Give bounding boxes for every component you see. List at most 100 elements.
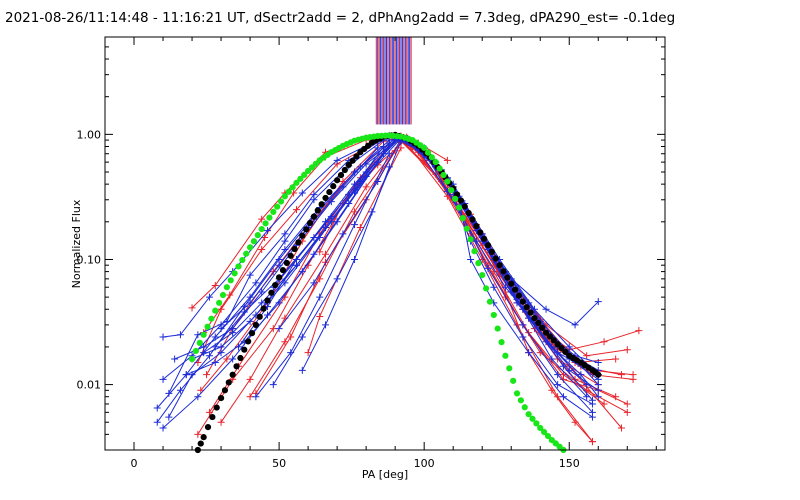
fit-dot bbox=[546, 333, 554, 340]
vertical-lines-layer bbox=[375, 37, 412, 125]
data-point-marker bbox=[322, 258, 330, 266]
fit-dot bbox=[227, 277, 234, 284]
series-line bbox=[238, 136, 402, 348]
fit-dot bbox=[237, 354, 244, 362]
fit-dot bbox=[496, 262, 503, 269]
fit-dot bbox=[461, 203, 468, 210]
data-point-marker bbox=[484, 264, 492, 272]
data-point-marker bbox=[159, 375, 167, 383]
fit-dot bbox=[341, 166, 348, 174]
fit-dot bbox=[275, 274, 283, 281]
data-point-marker bbox=[351, 180, 359, 188]
data-point-marker bbox=[380, 142, 388, 150]
fit-dot bbox=[318, 201, 325, 208]
data-point-marker bbox=[275, 261, 283, 269]
fit-dot bbox=[562, 348, 569, 356]
y-tick-label: 0.10 bbox=[77, 253, 102, 266]
fit-dot bbox=[306, 219, 314, 227]
data-point-marker bbox=[298, 333, 306, 341]
fit-dot bbox=[448, 187, 455, 194]
fit-dot bbox=[467, 236, 474, 243]
fit-dot bbox=[256, 313, 263, 320]
data-point-marker bbox=[333, 218, 341, 226]
x-tick-label: 50 bbox=[272, 457, 286, 470]
fit-dot bbox=[260, 305, 267, 312]
data-point-marker bbox=[594, 393, 602, 401]
fit-dot bbox=[498, 339, 505, 346]
series-red-11 bbox=[304, 144, 405, 357]
data-point-marker bbox=[281, 237, 289, 245]
fit-dot bbox=[481, 235, 488, 242]
data-point-marker bbox=[234, 343, 242, 351]
data-point-marker bbox=[333, 156, 341, 164]
data-point-marker bbox=[298, 268, 306, 276]
fit-dot bbox=[463, 225, 470, 232]
fit-dot bbox=[504, 274, 511, 281]
fit-dot bbox=[291, 245, 298, 253]
fit-dot bbox=[245, 338, 252, 345]
data-point-marker bbox=[176, 331, 184, 339]
data-point-marker bbox=[293, 206, 301, 214]
fit-dot bbox=[243, 250, 250, 257]
data-point-marker bbox=[351, 208, 359, 216]
data-point-marker bbox=[635, 327, 643, 335]
data-point-marker bbox=[559, 393, 567, 401]
fit-dot bbox=[235, 263, 242, 270]
fit-dot bbox=[192, 347, 200, 355]
fit-dot bbox=[239, 256, 246, 264]
data-point-marker bbox=[165, 389, 173, 397]
data-point-marker bbox=[182, 371, 190, 379]
fit-curve-green bbox=[188, 132, 567, 454]
fit-dot bbox=[204, 424, 212, 431]
series-line bbox=[307, 147, 402, 353]
fit-dot bbox=[268, 289, 275, 296]
fit-dot bbox=[500, 268, 507, 275]
data-point-marker bbox=[565, 366, 573, 374]
data-point-marker bbox=[322, 218, 330, 226]
data-point-marker bbox=[385, 150, 393, 158]
fit-dot bbox=[252, 321, 259, 328]
fit-dot bbox=[513, 390, 521, 397]
fit-dot bbox=[213, 404, 220, 411]
fit-dot bbox=[223, 284, 230, 291]
fit-dot bbox=[477, 229, 484, 236]
data-point-marker bbox=[612, 393, 620, 401]
data-point-marker bbox=[327, 198, 335, 206]
data-point-marker bbox=[588, 438, 596, 446]
fit-dot bbox=[479, 272, 486, 279]
fit-dot bbox=[274, 203, 281, 210]
data-point-marker bbox=[525, 314, 533, 322]
data-point-marker bbox=[263, 227, 271, 235]
data-point-marker bbox=[258, 215, 266, 223]
series-blue-39 bbox=[217, 144, 382, 333]
data-point-marker bbox=[316, 248, 324, 256]
fit-dot bbox=[241, 346, 248, 353]
data-point-marker bbox=[246, 271, 254, 279]
fit-dot bbox=[314, 207, 321, 214]
data-point-marker bbox=[281, 230, 289, 238]
fit-dot bbox=[506, 365, 513, 372]
series-line bbox=[389, 135, 599, 364]
fit-dot bbox=[254, 232, 261, 239]
fit-dot bbox=[457, 197, 465, 204]
fit-curve-black bbox=[194, 131, 602, 454]
chart-title: 2021-08-26/11:14:48 - 11:16:21 UT, dSect… bbox=[5, 10, 675, 26]
series-line bbox=[389, 135, 628, 405]
data-point-marker bbox=[246, 375, 254, 383]
fit-dot bbox=[537, 424, 544, 432]
data-point-marker bbox=[171, 355, 179, 363]
data-point-marker bbox=[269, 268, 277, 276]
data-point-marker bbox=[623, 346, 631, 354]
fit-dot bbox=[248, 330, 256, 337]
data-point-marker bbox=[194, 430, 202, 438]
data-point-marker bbox=[339, 183, 347, 191]
fit-dot bbox=[428, 154, 436, 161]
data-point-marker bbox=[548, 355, 556, 363]
fit-dot bbox=[525, 411, 532, 418]
fit-dot bbox=[262, 220, 269, 227]
fit-dot bbox=[334, 177, 341, 184]
data-point-marker bbox=[600, 400, 608, 408]
data-point-marker bbox=[565, 343, 573, 351]
